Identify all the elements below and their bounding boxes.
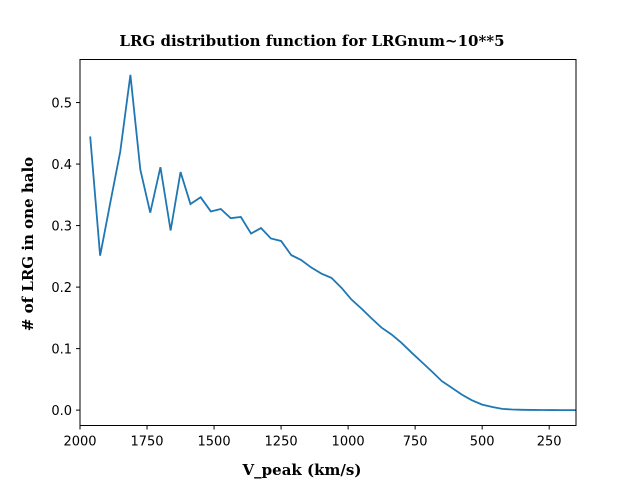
x-tick-label: 500 <box>470 435 495 450</box>
x-tick-label: 750 <box>403 435 428 450</box>
y-tick-label: 0.1 <box>51 343 72 358</box>
y-tick-label: 0.3 <box>51 220 72 235</box>
x-axis-label: V_peak (km/s) <box>242 461 362 479</box>
y-tick-label: 0.5 <box>51 97 72 112</box>
x-tick-label: 250 <box>537 435 562 450</box>
series-line <box>89 74 576 412</box>
y-axis-label: # of LRG in one halo <box>19 157 37 331</box>
y-tick-label: 0.4 <box>51 158 72 173</box>
y-tick-label: 0.0 <box>51 404 72 419</box>
y-tick-label: 0.2 <box>51 281 72 296</box>
x-tick-label: 2000 <box>63 435 96 450</box>
chart-title: LRG distribution function for LRGnum~10*… <box>119 32 504 50</box>
tick-group: 2000 1750 1500 1250 1000 750 500 250 0.0 0.1 0.2 0.… <box>51 97 561 450</box>
plot-frame <box>79 59 577 426</box>
x-tick-label: 1250 <box>265 435 298 450</box>
x-tick-label: 1000 <box>332 435 365 450</box>
x-tick-label: 1500 <box>198 435 231 450</box>
x-tick-label: 1750 <box>130 435 163 450</box>
